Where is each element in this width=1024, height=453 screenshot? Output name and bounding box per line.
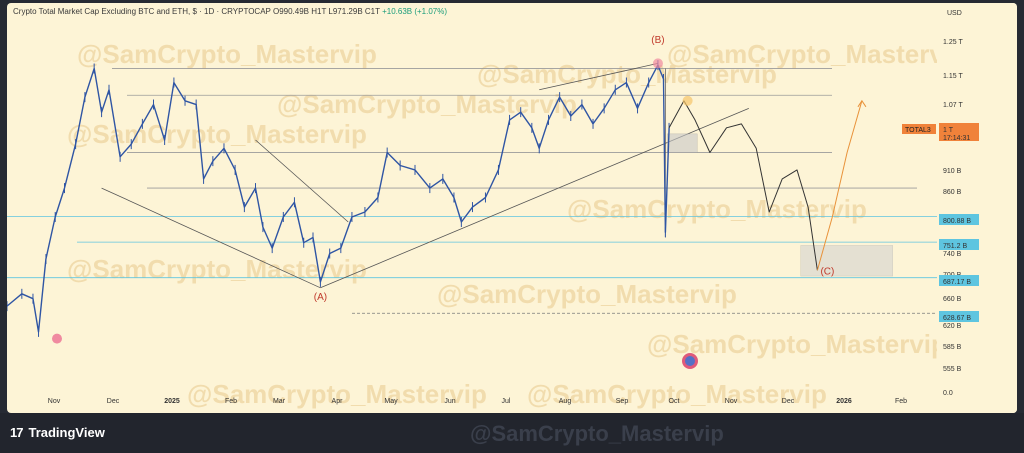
tradingview-logo[interactable]: 17 TradingView [10,425,105,440]
wave-label: (A) [314,292,327,303]
x-tick-label: Jun [444,398,455,405]
x-tick-label: 2026 [836,398,852,405]
x-tick-label: Oct [669,398,680,405]
supply-zone [666,133,698,153]
currency-label: USD [947,10,962,17]
watermark-text: @SamCrypto_Mastervip [277,89,577,119]
wave-label: (B) [651,35,664,46]
chart-card: @SamCrypto_Mastervip @SamCrypto_Mastervip… [7,3,1017,413]
watermark-text: @SamCrypto_Mastervip [77,39,377,69]
x-tick-label: Nov [48,398,61,405]
last-price-tag [939,123,979,141]
price-line [7,64,670,333]
axes: (A) (B) (C) USD 1.25 T 1.15 T 1.07 T 1 T 910 B 86… [48,3,1017,413]
projected-path [668,100,818,271]
footer-watermark: @SamCrypto_Mastervip [470,421,724,446]
price-tag [939,239,979,250]
price-axis-bg [937,3,1017,413]
y-tick-label: 0.0 [943,390,953,397]
y-tick-label: 860 B [943,189,962,196]
y-tick-label: 628.67 B [943,315,971,322]
chart-header: Crypto Total Market Cap Excluding BTC an… [13,7,447,16]
countdown-label: 17:14:31 [943,135,970,142]
watermark-text: @SamCrypto_Mastervip [667,39,967,69]
watermark-text: @SamCrypto_Mastervip [527,379,827,409]
low-marker [52,333,62,344]
x-tick-label: May [384,398,398,405]
x-tick-label: Sep [616,398,629,405]
y-tick-label: 620 B [943,323,962,330]
y-tick-label: 660 B [943,296,962,303]
watermark-text: @SamCrypto_Mastervip [647,329,947,359]
footer-bar: 17 TradingView @SamCrypto_Mastervip [0,413,1024,453]
change-value: +10.63B (+1.07%) [382,7,448,16]
projection-marker [682,95,693,106]
price-tag [939,214,979,225]
x-tick-label: 2025 [164,398,180,405]
ticker-label: TOTAL3 [905,127,931,134]
watermark-text: @SamCrypto_Mastervip [187,379,487,409]
x-tick-label: Dec [107,398,120,405]
y-tick-label: 910 B [943,168,962,175]
y-tick-label: 751.2 B [943,243,967,250]
x-tick-label: Dec [782,398,795,405]
x-tick-label: Feb [895,398,907,405]
price-tag [939,311,979,322]
y-tick-label: 740 B [943,251,962,258]
x-tick-label: Aug [559,398,572,405]
watermark-text: @SamCrypto_Mastervip [567,194,867,224]
high-marker [652,58,663,69]
y-tick-label: 1.15 T [943,73,963,80]
wave-label: (C) [820,266,834,277]
projected-rebound [816,100,863,271]
channel-top-line [539,63,659,91]
event-icon-inner [685,356,695,366]
ticker-tag [902,124,936,134]
symbol-title: Crypto Total Market Cap Excluding BTC an… [13,7,271,16]
price-tag [939,275,979,286]
x-tick-label: Mar [273,398,286,405]
tradingview-logo-icon: 17 [10,425,24,440]
y-tick-label: 1 T [943,127,954,134]
drawing-layer [7,63,937,314]
brand-name: TradingView [28,425,105,440]
watermark-layer: @SamCrypto_Mastervip@SamCrypto_Mastervip… [67,39,967,409]
chart-area[interactable]: @SamCrypto_Mastervip@SamCrypto_Mastervip… [7,3,1017,413]
x-tick-label: Nov [725,398,738,405]
watermark-text: @SamCrypto_Mastervip [437,279,737,309]
wedge-upper-line [255,139,349,223]
y-tick-label: 1.07 T [943,102,963,109]
ohlc-values: O990.49B H1T L971.29B C1T [272,7,380,16]
x-tick-label: Feb [225,398,237,405]
wedge-lower-line [101,187,321,289]
x-tick-label: Jul [502,398,511,405]
y-tick-label: 1.25 T [943,39,963,46]
price-series [7,58,867,369]
y-tick-label: 800.88 B [943,218,971,225]
arrow-head-icon [857,99,867,108]
watermark-text: @SamCrypto_Mastervip [67,119,367,149]
y-tick-label: 687.17 B [943,279,971,286]
y-tick-label: 555 B [943,366,962,373]
y-tick-label: 585 B [943,344,962,351]
x-tick-label: Apr [332,398,344,405]
